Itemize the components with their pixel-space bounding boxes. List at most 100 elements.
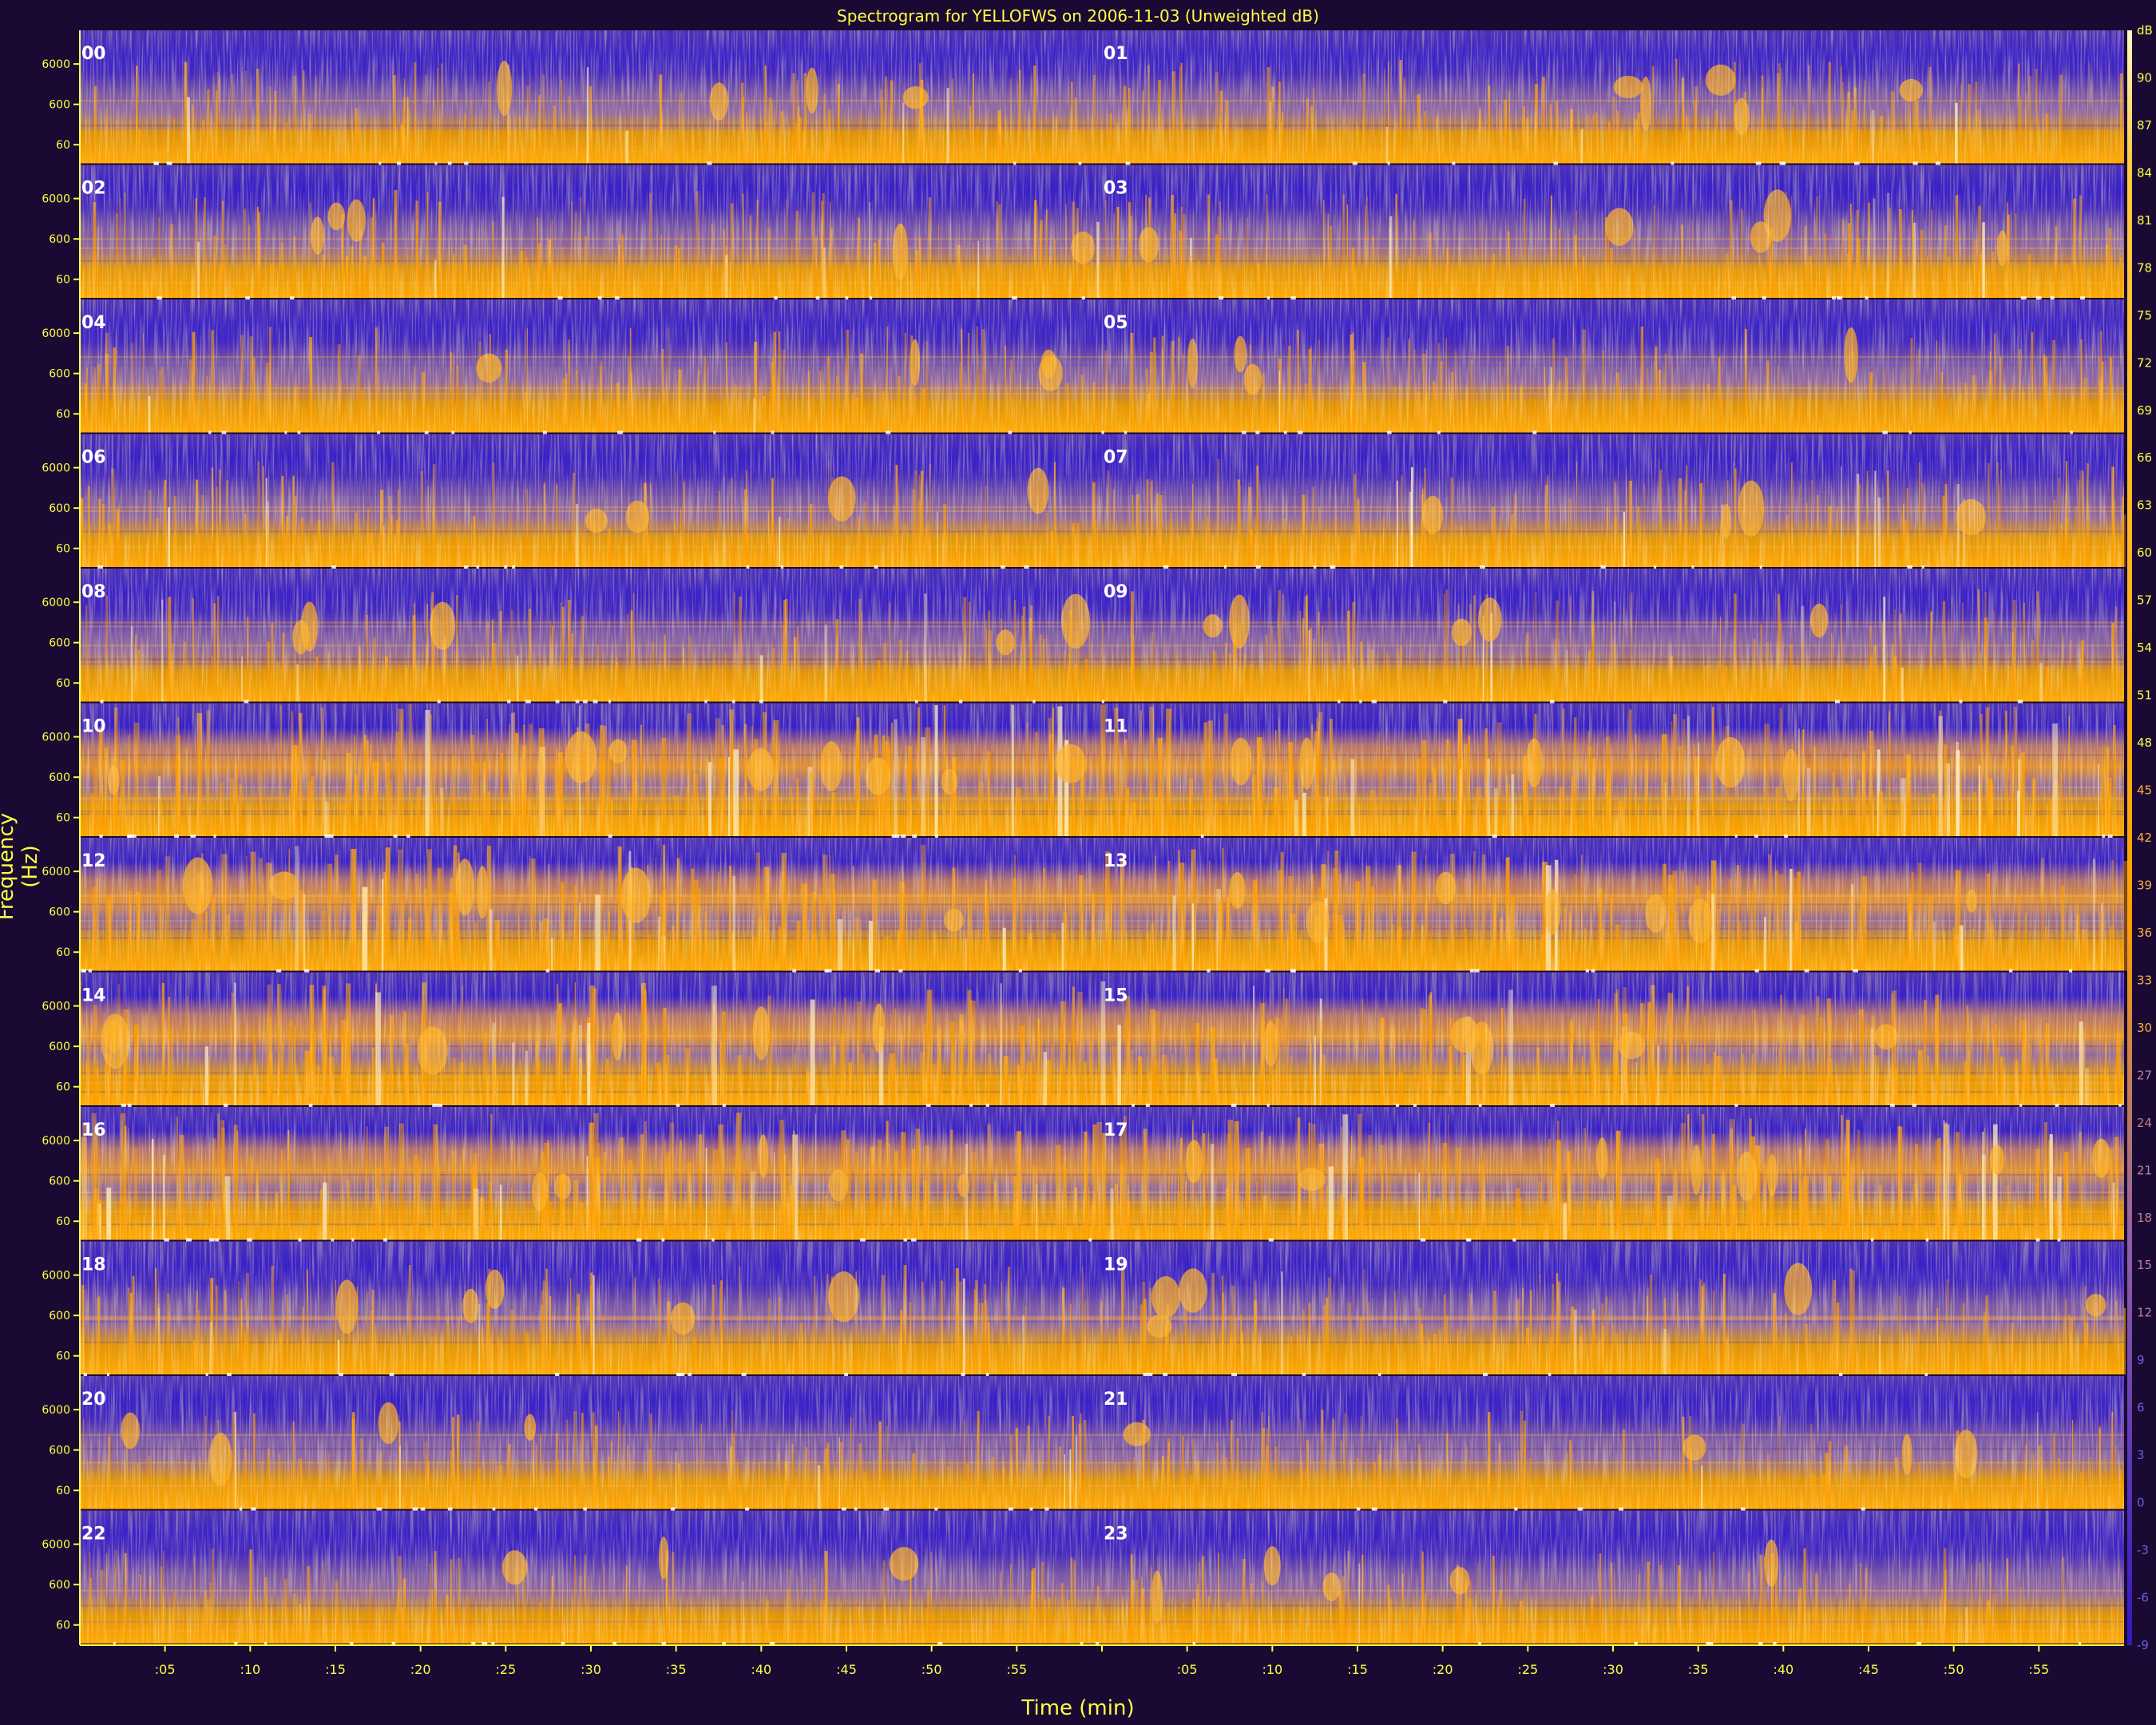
frequency-tick-label: 60 [56,139,70,152]
colorbar-tick-label: 84 [2137,165,2152,180]
x-tick-label: :30 [1603,1662,1623,1677]
frequency-tick-label: 600 [49,1041,70,1053]
x-tick-label: :45 [1858,1662,1879,1677]
hour-label: 08 [81,582,106,602]
frequency-tick-label: 6000 [42,732,70,744]
frequency-tick-label: 600 [49,637,70,650]
hour-label: 02 [81,179,106,199]
colorbar-tick-label: 42 [2137,831,2152,845]
x-tick-label: :25 [495,1662,516,1677]
frequency-tick-label: 600 [49,1579,70,1592]
x-tick-label: :35 [1688,1662,1709,1677]
x-tick-label: :05 [155,1662,176,1677]
hour-label: 11 [1104,717,1128,737]
frequency-tick-label: 6000 [42,462,70,475]
frequency-tick-label: 60 [56,274,70,287]
frequency-tick-label: 600 [49,368,70,381]
colorbar-tick-label: 72 [2137,355,2152,370]
frequency-tick-label: 6000 [42,1539,70,1552]
frequency-tick-label: 600 [49,1310,70,1322]
hour-label: 10 [81,717,106,737]
frequency-tick-label: 60 [56,543,70,556]
spectrogram-row [80,838,2129,973]
colorbar-tick-label: -9 [2137,1638,2149,1652]
x-tick-label: :45 [836,1662,857,1677]
spectrogram-row [80,1241,2126,1376]
hour-label: 09 [1104,582,1128,602]
x-tick-label: :15 [1347,1662,1368,1677]
frequency-tick-label: 6000 [42,1001,70,1013]
colorbar-tick-label: 9 [2137,1353,2145,1367]
x-tick-label: :55 [2028,1662,2049,1677]
hour-label: 12 [81,851,106,871]
frequency-tick-label: 600 [49,502,70,515]
colorbar-tick-label: 12 [2137,1306,2152,1320]
colorbar-tick-label: 90 [2137,70,2152,85]
hour-label: 00 [81,44,106,64]
frequency-tick-label: 6000 [42,193,70,206]
colorbar-tick-label: -6 [2137,1591,2149,1605]
colorbar-tick-label: 33 [2137,973,2152,987]
hour-label: 19 [1104,1255,1128,1275]
colorbar-tick-label: 66 [2137,450,2152,465]
colorbar-tick-label: 24 [2137,1116,2152,1130]
x-tick-label: :40 [751,1662,771,1677]
colorbar-tick-label: 75 [2137,308,2152,323]
colorbar-tick-label: 57 [2137,593,2152,608]
y-axis-label: Frequency (Hz) [0,812,42,921]
frequency-tick-label: 60 [56,812,70,825]
x-tick-label: :35 [666,1662,687,1677]
colorbar [2127,30,2132,1645]
x-tick-label: :50 [1944,1662,1964,1677]
colorbar-tick-label: 39 [2137,878,2152,892]
hour-label: 14 [81,986,106,1006]
hour-label: 15 [1104,986,1128,1006]
frequency-tick-label: 6000 [42,597,70,609]
colorbar-tick-label: 18 [2137,1211,2152,1225]
frequency-tick-label: 600 [49,771,70,784]
colorbar-tick-label: 21 [2137,1163,2152,1177]
colorbar-tick-label: 3 [2137,1448,2145,1462]
colorbar-tick-label: 15 [2137,1258,2152,1272]
colorbar-tick-label: 78 [2137,260,2152,275]
hour-label: 18 [81,1255,106,1275]
colorbar-tick-label: 69 [2137,403,2152,418]
frequency-tick-label: 60 [56,408,70,421]
spectrogram-row [80,972,2124,1107]
spectrogram-row [80,1107,2124,1242]
colorbar-tick-label: 81 [2137,213,2152,228]
colorbar-tick-label: 27 [2137,1068,2152,1082]
frequency-tick-label: 600 [49,1176,70,1188]
hour-label: 16 [81,1120,106,1140]
colorbar-tick-label: -3 [2137,1543,2149,1557]
frequency-tick-label: 60 [56,1620,70,1632]
spectrogram-row [80,569,2124,704]
frequency-tick-label: 6000 [42,1404,70,1417]
colorbar-tick-label: 63 [2137,498,2152,513]
frequency-tick-label: 600 [49,99,70,112]
spectrogram-row [80,299,2124,434]
frequency-tick-label: 600 [49,233,70,246]
hour-label: 04 [81,313,106,333]
x-tick-label: :50 [921,1662,942,1677]
x-tick-label: :55 [1006,1662,1027,1677]
spectrogram-row [80,1376,2124,1511]
colorbar-tick-label: 60 [2137,545,2152,560]
frequency-tick-label: 6000 [42,866,70,878]
frequency-tick-label: 6000 [42,327,70,340]
frequency-tick-label: 6000 [42,1270,70,1283]
frequency-tick-label: 6000 [42,1135,70,1148]
colorbar-tick-label: 45 [2137,783,2152,798]
x-tick-label: :10 [1262,1662,1282,1677]
frequency-tick-label: 600 [49,906,70,919]
frequency-tick-label: 60 [56,1485,70,1497]
spectrogram-row [80,165,2124,299]
hour-label: 21 [1104,1390,1128,1410]
x-tick-label: :15 [325,1662,346,1677]
hour-label: 06 [81,448,106,468]
colorbar-tick-label: 6 [2137,1401,2145,1415]
hour-label: 01 [1104,44,1128,64]
frequency-tick-label: 60 [56,1350,70,1363]
hour-label: 05 [1104,313,1128,333]
